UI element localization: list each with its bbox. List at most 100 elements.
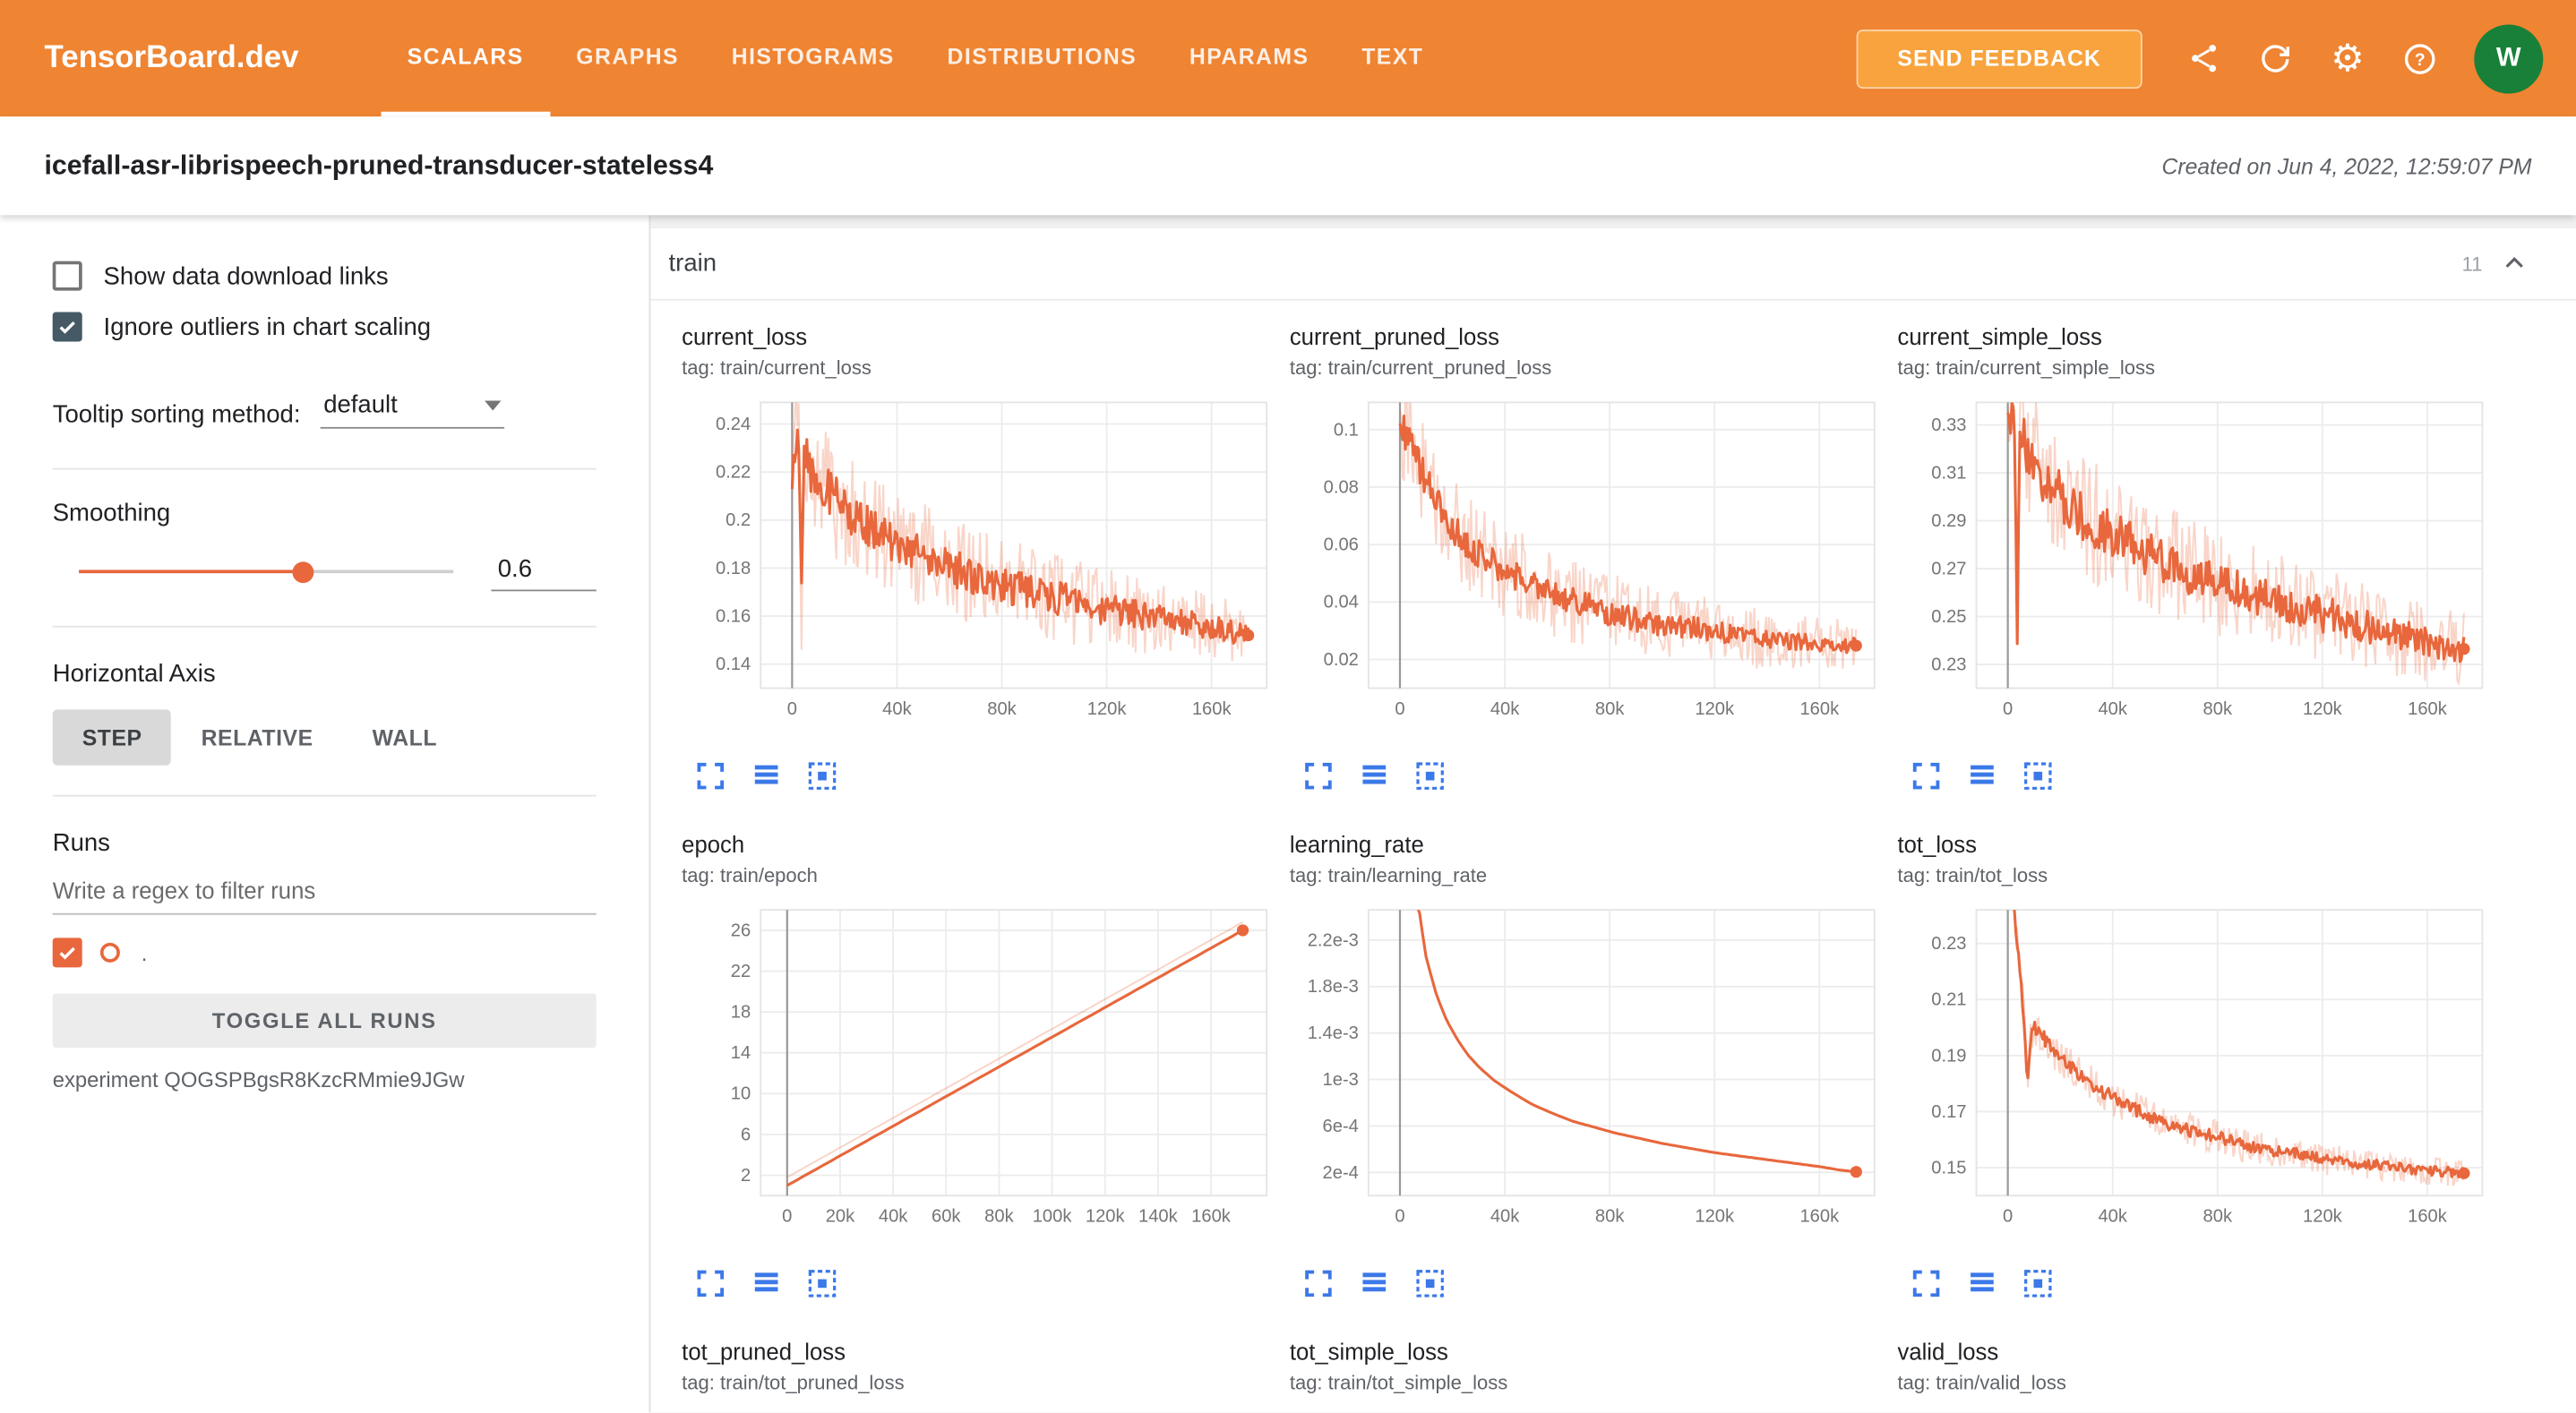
svg-text:0.18: 0.18 bbox=[716, 559, 751, 578]
svg-text:0: 0 bbox=[787, 699, 797, 719]
fit-domain-button[interactable] bbox=[803, 1266, 839, 1302]
fit-domain-button[interactable] bbox=[1412, 1266, 1447, 1302]
share-icon[interactable] bbox=[2172, 25, 2235, 90]
tab-hparams[interactable]: HPARAMS bbox=[1189, 43, 1309, 69]
data-table-button[interactable] bbox=[1963, 1266, 1999, 1302]
run-checkbox[interactable] bbox=[52, 938, 82, 968]
svg-text:160k: 160k bbox=[1799, 1207, 1840, 1227]
chart-actions bbox=[682, 758, 1290, 794]
ignore-outliers-checkbox[interactable] bbox=[52, 312, 82, 342]
svg-text:160k: 160k bbox=[2408, 1207, 2448, 1227]
fit-domain-button[interactable] bbox=[1412, 758, 1447, 794]
expand-chart-button[interactable] bbox=[1300, 1266, 1335, 1302]
svg-text:0.31: 0.31 bbox=[1931, 463, 1966, 483]
send-feedback-button[interactable]: SEND FEEDBACK bbox=[1856, 29, 2142, 89]
toggle-all-runs-button[interactable]: TOGGLE ALL RUNS bbox=[52, 993, 597, 1049]
show-download-links-row[interactable]: Show data download links bbox=[52, 261, 597, 291]
scalar-chart-card: epoch tag: train/epoch 0 20k 40k 60k 80k 100k 12… bbox=[682, 831, 1290, 1302]
svg-text:2: 2 bbox=[741, 1166, 751, 1186]
user-avatar[interactable]: W bbox=[2474, 23, 2544, 93]
data-table-button[interactable] bbox=[748, 1266, 784, 1302]
svg-text:160k: 160k bbox=[1799, 699, 1840, 719]
chart-plot[interactable]: 0 40k 80k 120k 160k 0.14 0.16 0.18 0.2 0.22 0.24 bbox=[682, 392, 1273, 744]
scalar-chart-card: tot_loss tag: train/tot_loss 0 40k 80k 120k 16… bbox=[1897, 831, 2505, 1302]
svg-text:0.29: 0.29 bbox=[1931, 511, 1966, 531]
axis-wall-button[interactable]: WALL bbox=[343, 709, 467, 765]
svg-text:40k: 40k bbox=[1490, 699, 1520, 719]
chart-actions bbox=[1290, 758, 1898, 794]
chart-title: valid_loss bbox=[1897, 1338, 1999, 1366]
svg-text:2e-4: 2e-4 bbox=[1323, 1163, 1359, 1183]
svg-text:0.33: 0.33 bbox=[1931, 415, 1966, 435]
expand-chart-button[interactable] bbox=[1907, 758, 1943, 794]
svg-text:0.14: 0.14 bbox=[716, 655, 751, 674]
train-section-header[interactable]: train 11 bbox=[650, 228, 2576, 301]
svg-text:0: 0 bbox=[1395, 699, 1404, 719]
refresh-icon[interactable] bbox=[2244, 25, 2306, 90]
tab-distributions[interactable]: DISTRIBUTIONS bbox=[947, 43, 1138, 69]
chart-plot[interactable]: 0 40k 80k 120k 160k 0.23 0.25 0.27 0.29 0.31 0.33 bbox=[1897, 392, 2488, 744]
smoothing-slider[interactable] bbox=[79, 560, 454, 584]
axis-relative-button[interactable]: RELATIVE bbox=[172, 709, 343, 765]
svg-text:40k: 40k bbox=[879, 1207, 908, 1227]
expand-chart-button[interactable] bbox=[691, 758, 727, 794]
show-download-links-checkbox[interactable] bbox=[52, 261, 82, 291]
settings-gear-icon[interactable]: ⚙ bbox=[2316, 25, 2379, 90]
scalar-chart-card: current_loss tag: train/current_loss 0 40k 8… bbox=[682, 323, 1290, 794]
chart-plot[interactable]: 0 20k 40k 60k 80k 100k 120k 140k 160k26101418222… bbox=[682, 900, 1273, 1252]
svg-text:0.19: 0.19 bbox=[1931, 1046, 1966, 1066]
svg-text:120k: 120k bbox=[1695, 699, 1735, 719]
divider bbox=[52, 467, 597, 470]
tab-scalars[interactable]: SCALARS bbox=[381, 0, 550, 117]
chart-plot[interactable]: 0 40k 80k 120k 160k 2e-4 6e-4 1e-3 1.4e-3 1.8e-3 2… bbox=[1290, 900, 1881, 1252]
help-icon[interactable]: ? bbox=[2389, 25, 2451, 90]
scalar-chart-card: valid_loss tag: train/valid_loss bbox=[1897, 1339, 2505, 1394]
smoothing-value-input[interactable]: 0.6 bbox=[491, 552, 597, 592]
tab-histograms[interactable]: HISTOGRAMS bbox=[731, 43, 895, 69]
fit-domain-button[interactable] bbox=[803, 758, 839, 794]
svg-text:2.2e-3: 2.2e-3 bbox=[1308, 930, 1359, 950]
data-table-button[interactable] bbox=[1355, 1266, 1391, 1302]
tab-text[interactable]: TEXT bbox=[1361, 43, 1424, 69]
svg-text:40k: 40k bbox=[882, 699, 912, 719]
expand-chart-button[interactable] bbox=[691, 1266, 727, 1302]
tab-graphs[interactable]: GRAPHS bbox=[576, 43, 680, 69]
data-table-button[interactable] bbox=[1963, 758, 1999, 794]
smoothing-slider-thumb[interactable] bbox=[292, 561, 313, 584]
tensorboard-logo[interactable]: TensorBoard.dev bbox=[44, 39, 299, 75]
chart-tag: tag: train/tot_loss bbox=[1897, 863, 2048, 887]
data-table-button[interactable] bbox=[748, 758, 784, 794]
collapse-section-button[interactable] bbox=[2502, 252, 2527, 277]
expand-chart-button[interactable] bbox=[1300, 758, 1335, 794]
runs-filter-input[interactable] bbox=[52, 867, 597, 915]
run-color-circle bbox=[99, 942, 120, 963]
content-row: Show data download links Ignore outliers… bbox=[0, 215, 2576, 1413]
data-table-button[interactable] bbox=[1355, 758, 1391, 794]
fit-domain-button[interactable] bbox=[2019, 1266, 2055, 1302]
svg-text:120k: 120k bbox=[1087, 699, 1128, 719]
chart-tag: tag: train/tot_pruned_loss bbox=[682, 1371, 905, 1395]
experiment-bar: icefall-asr-librispeech-pruned-transduce… bbox=[0, 116, 2576, 216]
svg-text:6: 6 bbox=[741, 1125, 751, 1144]
svg-text:80k: 80k bbox=[2203, 699, 2233, 719]
svg-text:0.15: 0.15 bbox=[1931, 1158, 1966, 1178]
run-row[interactable]: . bbox=[52, 938, 597, 968]
scalar-chart-card: current_pruned_loss tag: train/current_pr… bbox=[1290, 323, 1898, 794]
svg-text:40k: 40k bbox=[2098, 1207, 2127, 1227]
ignore-outliers-row[interactable]: Ignore outliers in chart scaling bbox=[52, 312, 597, 342]
svg-text:0.23: 0.23 bbox=[1931, 934, 1966, 954]
chart-tag: tag: train/epoch bbox=[682, 863, 818, 887]
svg-text:140k: 140k bbox=[1138, 1207, 1179, 1227]
svg-text:160k: 160k bbox=[1191, 1207, 1232, 1227]
svg-text:120k: 120k bbox=[2303, 699, 2343, 719]
svg-text:0.02: 0.02 bbox=[1324, 650, 1359, 670]
charts-grid: current_loss tag: train/current_loss 0 40k 8… bbox=[650, 301, 2576, 1413]
svg-text:14: 14 bbox=[731, 1043, 751, 1063]
fit-domain-button[interactable] bbox=[2019, 758, 2055, 794]
chart-title: tot_pruned_loss bbox=[682, 1338, 846, 1366]
tooltip-sorting-select[interactable]: default bbox=[320, 391, 504, 429]
chart-plot[interactable]: 0 40k 80k 120k 160k 0.02 0.04 0.06 0.08 0.1 bbox=[1290, 392, 1881, 744]
axis-step-button[interactable]: STEP bbox=[52, 709, 172, 766]
chart-plot[interactable]: 0 40k 80k 120k 160k 0.15 0.17 0.19 0.21 0.23 bbox=[1897, 900, 2488, 1252]
expand-chart-button[interactable] bbox=[1907, 1266, 1943, 1302]
